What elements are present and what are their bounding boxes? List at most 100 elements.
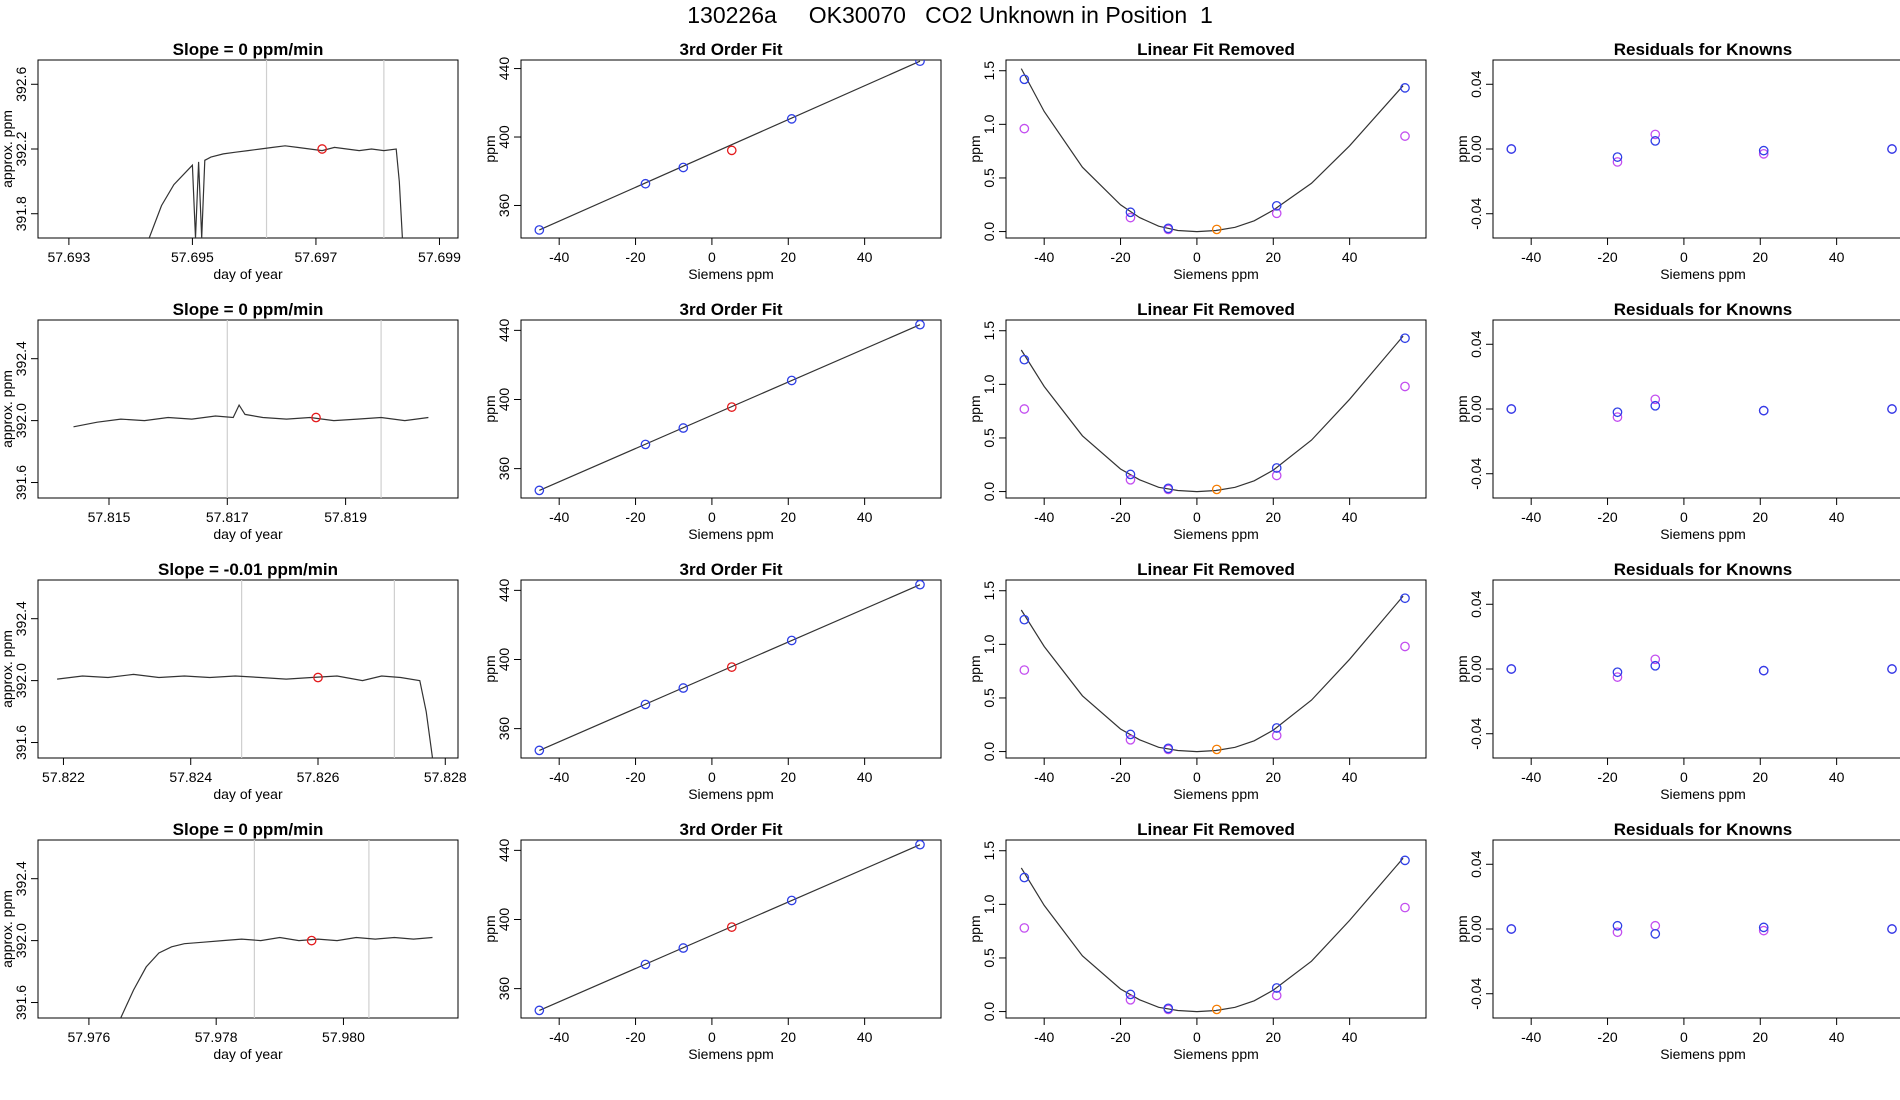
y-axis-label: ppm	[967, 135, 983, 162]
fit-curve	[1020, 857, 1404, 1013]
fit-line	[539, 844, 921, 1011]
known-point	[1271, 983, 1282, 993]
y-tick-label: 0.0	[981, 482, 997, 502]
y-axis-label: ppm	[967, 915, 983, 942]
known-point	[1271, 200, 1282, 211]
residual-point-alt	[1650, 920, 1661, 931]
residual-point-alt	[1758, 925, 1769, 936]
x-tick-label: -40	[1521, 1029, 1541, 1045]
unknown-point	[726, 402, 737, 412]
x-axis-label: day of year	[213, 526, 283, 542]
plot-frame	[520, 319, 942, 499]
y-axis-label: ppm	[482, 915, 498, 942]
x-tick-label: -20	[1110, 769, 1130, 785]
y-axis-label: ppm	[1454, 395, 1470, 422]
y-tick-label: 360	[496, 977, 512, 1001]
residual-point	[1506, 144, 1517, 154]
x-tick-label: 20	[1752, 1029, 1768, 1045]
known-point	[1400, 855, 1410, 866]
linear-point	[1400, 641, 1410, 652]
x-tick-label: 20	[780, 249, 796, 265]
residual-point-alt	[1650, 654, 1661, 665]
residual-point	[1758, 145, 1769, 156]
residual-point	[1887, 404, 1897, 414]
panel-title: Slope = 0 ppm/min	[173, 820, 324, 839]
panel-title: Linear Fit Removed	[1137, 560, 1295, 579]
x-tick-label: -20	[1110, 1029, 1130, 1045]
x-tick-label: 57.815	[88, 509, 131, 525]
y-tick-label: 1.0	[981, 634, 997, 654]
x-tick-label: 57.699	[418, 249, 461, 265]
y-tick-label: 392.0	[13, 663, 29, 698]
plot-area	[1506, 129, 1897, 167]
panel-title: Residuals for Knowns	[1614, 820, 1793, 839]
known-point	[915, 60, 925, 67]
x-tick-label: -20	[1597, 249, 1617, 265]
x-tick-label: 40	[857, 769, 873, 785]
y-axis-label: ppm	[1454, 915, 1470, 942]
x-axis-label: Siemens ppm	[1173, 526, 1259, 542]
residual-point	[1612, 152, 1623, 162]
residual-point	[1506, 924, 1517, 934]
plot-area	[1019, 593, 1410, 755]
x-axis-label: Siemens ppm	[1660, 526, 1746, 542]
known-point	[1400, 593, 1410, 604]
linear-point	[1125, 212, 1136, 223]
plot-frame	[1005, 59, 1427, 239]
x-tick-label: 0	[1680, 769, 1688, 785]
x-tick-label: 57.693	[47, 249, 90, 265]
y-tick-label: 391.6	[13, 465, 29, 500]
x-tick-label: 57.697	[295, 249, 338, 265]
x-axis-label: Siemens ppm	[688, 1046, 774, 1062]
plot-frame	[1492, 59, 1900, 239]
y-tick-label: 400	[496, 908, 512, 932]
residual-point-alt	[1612, 672, 1623, 682]
known-point	[786, 635, 797, 646]
fit-curve	[1020, 68, 1404, 233]
residual-point	[1758, 922, 1769, 933]
fit-line	[539, 584, 921, 751]
x-tick-label: 20	[1752, 509, 1768, 525]
known-point	[534, 485, 545, 496]
y-tick-label: 0.5	[981, 688, 997, 708]
y-tick-label: 400	[496, 648, 512, 672]
y-tick-label: 392.0	[13, 403, 29, 438]
linear-point	[1271, 990, 1282, 1001]
y-tick-label: 1.0	[981, 894, 997, 914]
unknown-point	[726, 662, 737, 672]
panel-title: Linear Fit Removed	[1137, 820, 1295, 839]
x-tick-label: 0	[1680, 1029, 1688, 1045]
y-tick-label: 360	[496, 194, 512, 218]
unknown-point	[726, 145, 737, 156]
x-tick-label: 0	[1193, 509, 1201, 525]
plot-frame	[1005, 319, 1427, 499]
panel-title: Residuals for Knowns	[1614, 560, 1793, 579]
x-tick-label: 40	[1342, 1029, 1358, 1045]
x-tick-label: -40	[1034, 509, 1054, 525]
x-tick-label: 40	[857, 249, 873, 265]
residual-point	[1506, 664, 1517, 674]
known-point	[1019, 74, 1030, 85]
x-axis-label: Siemens ppm	[688, 266, 774, 282]
x-tick-label: 0	[708, 769, 716, 785]
linear-point	[1271, 208, 1282, 219]
known-point	[1271, 463, 1282, 473]
known-point	[678, 683, 689, 693]
x-axis-label: Siemens ppm	[688, 786, 774, 802]
fit-line	[539, 60, 921, 231]
plot-frame	[1492, 579, 1900, 759]
y-tick-label: 0.5	[981, 168, 997, 188]
y-axis-label: ppm	[1454, 135, 1470, 162]
x-tick-label: 57.828	[424, 769, 467, 785]
x-tick-label: -20	[1110, 509, 1130, 525]
known-point	[640, 699, 651, 710]
plot-area	[534, 580, 925, 756]
plot-frame	[520, 839, 942, 1019]
y-axis-label: ppm	[967, 395, 983, 422]
x-tick-label: 57.826	[297, 769, 340, 785]
x-tick-label: 20	[1752, 249, 1768, 265]
known-point	[1400, 83, 1410, 93]
known-point	[678, 162, 689, 173]
x-tick-label: 0	[1680, 249, 1688, 265]
